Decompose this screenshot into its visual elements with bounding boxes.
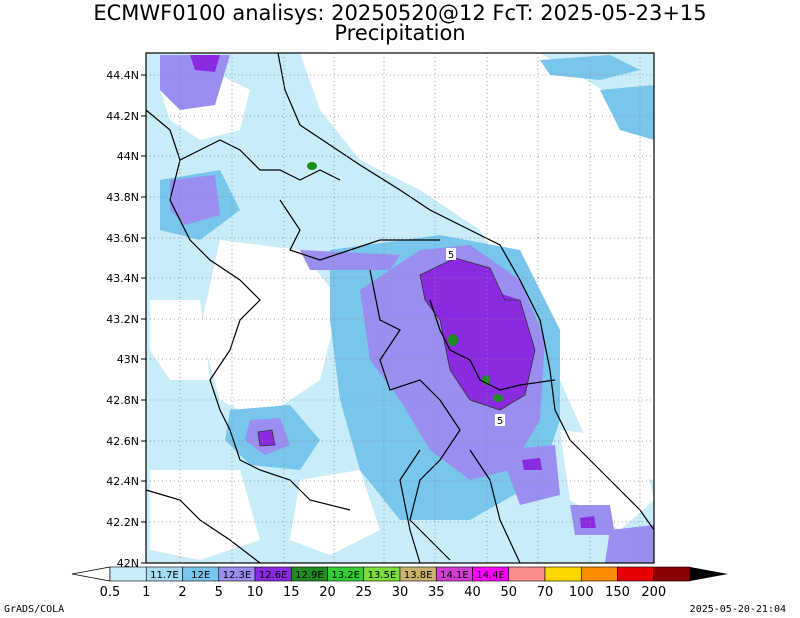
lon-label: 14.1E — [440, 570, 469, 581]
map-frame — [145, 52, 655, 564]
lat-axis: 44.4N 44.2N 44N 43.8N 43.6N 43.4N 43.2N … — [106, 69, 146, 570]
footer-timestamp: 2025-05-20-21:04 — [689, 604, 786, 615]
lat-label: 43N — [117, 353, 139, 366]
colorbar-level-label: 35 — [428, 585, 445, 600]
lat-label: 43.8N — [106, 191, 139, 204]
lat-label: 42.6N — [106, 435, 139, 448]
contour-label-5-south: 5 — [497, 416, 503, 427]
lat-label: 44N — [117, 150, 139, 163]
colorbar-level-label: 50 — [500, 585, 517, 600]
footer-credit: GrADS/COLA — [4, 604, 65, 615]
lon-label: 12E — [191, 570, 210, 581]
lat-label: 42.8N — [106, 394, 139, 407]
grid-lines — [146, 53, 654, 563]
colorbar-level-label: 1 — [142, 585, 150, 600]
colorbar-level-label: 25 — [355, 585, 372, 600]
lat-label: 44.4N — [106, 69, 139, 82]
map-subtitle: Precipitation — [334, 21, 466, 45]
lat-label: 43.2N — [106, 313, 139, 326]
lat-label: 42.2N — [106, 516, 139, 529]
precip-field — [146, 53, 654, 563]
lon-label: 13.8E — [404, 570, 433, 581]
lat-label: 43.6N — [106, 232, 139, 245]
colorbar-swatch — [544, 566, 582, 582]
lon-label: 13.5E — [368, 570, 397, 581]
lat-label: 43.4N — [106, 272, 139, 285]
colorbar-level-label: 30 — [392, 585, 409, 600]
colorbar-level-label: 0.5 — [100, 585, 121, 600]
lat-label: 42.4N — [106, 475, 139, 488]
colorbar-level-label: 100 — [569, 585, 594, 600]
colorbar-level-label: 2 — [178, 585, 186, 600]
map-title: ECMWF0100 analisys: 20250520@12 FcT: 202… — [93, 1, 707, 25]
colorbar-swatch — [580, 566, 618, 582]
colorbar-swatch — [109, 566, 147, 582]
colorbar-level-label: 70 — [537, 585, 554, 600]
colorbar-swatch — [617, 566, 655, 582]
contour-lines — [257, 257, 536, 447]
lat-label: 44.2N — [106, 110, 139, 123]
colorbar-level-label: 150 — [605, 585, 630, 600]
colorbar-swatch — [653, 566, 691, 582]
lon-label: 11.7E — [150, 570, 179, 581]
lon-label: 14.4E — [476, 570, 505, 581]
colorbar-arrow-right — [690, 567, 728, 581]
colorbar-swatch — [508, 566, 546, 582]
lon-label: 13.2E — [331, 570, 360, 581]
coastline-borders — [145, 52, 655, 564]
lon-label: 12.6E — [259, 570, 288, 581]
colorbar-level-label: 200 — [641, 585, 666, 600]
colorbar-level-label: 20 — [319, 585, 336, 600]
colorbar-level-label: 15 — [283, 585, 300, 600]
lon-label: 12.9E — [295, 570, 324, 581]
colorbar-level-label: 10 — [247, 585, 264, 600]
lon-label: 12.3E — [223, 570, 252, 581]
colorbar-arrow-left — [71, 566, 111, 582]
colorbar-level-label: 40 — [464, 585, 481, 600]
colorbar-level-label: 5 — [215, 585, 223, 600]
contour-labels: 5 5 — [446, 248, 505, 427]
contour-label-5-north: 5 — [448, 250, 454, 261]
